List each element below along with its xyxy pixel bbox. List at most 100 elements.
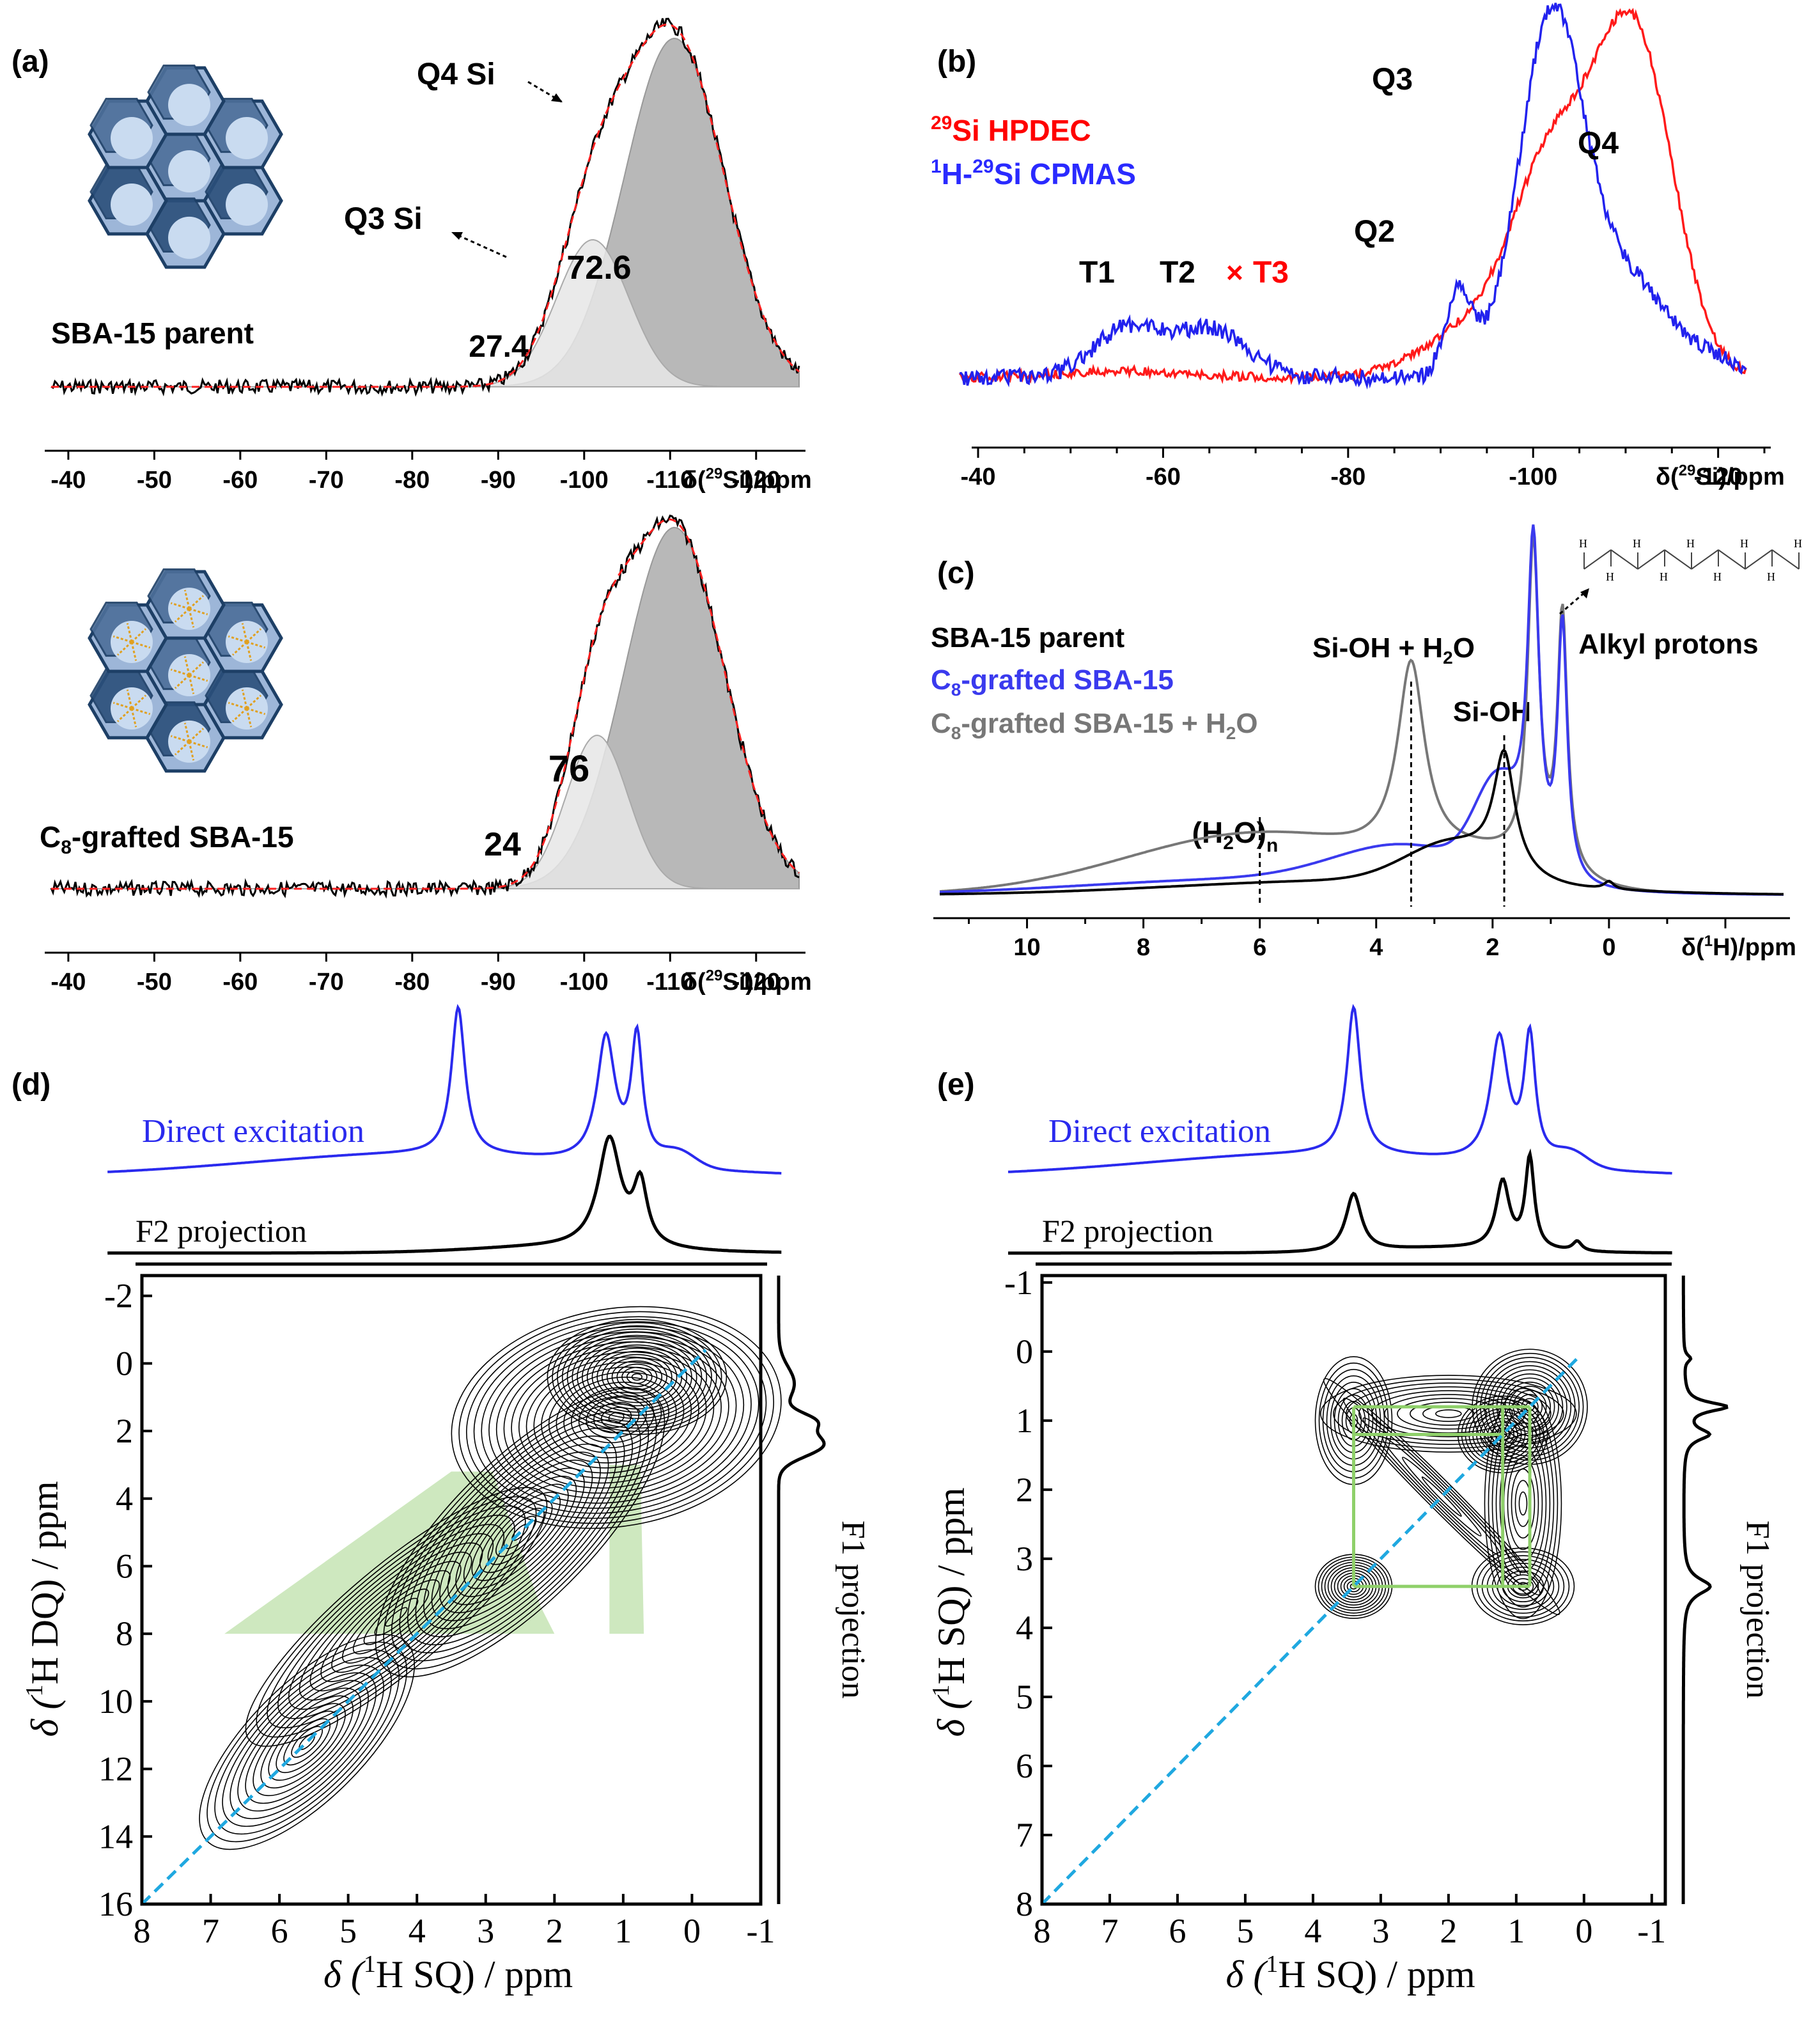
q4-si-label: Q4 Si bbox=[417, 58, 495, 91]
c-c-bond bbox=[1637, 549, 1665, 570]
b-legend-hpdec: 29Si HPDEC bbox=[931, 113, 1091, 147]
e-direct-excitation-label: Direct excitation bbox=[1048, 1113, 1271, 1150]
x-tick-label: 0 bbox=[1602, 934, 1615, 961]
y-tick-label: 0 bbox=[116, 1344, 133, 1382]
a-x-axis-title: δ(29Si)/ppm bbox=[683, 465, 812, 494]
fit-envelope bbox=[51, 518, 800, 890]
pore-opening bbox=[226, 117, 268, 160]
f1-projection-label: F1 projection bbox=[835, 1520, 871, 1699]
b-peak-q4: Q4 bbox=[1578, 127, 1619, 160]
contour-line bbox=[596, 1350, 678, 1403]
x-tick-label: -100 bbox=[1509, 464, 1557, 490]
c-legend-parent: SBA-15 parent bbox=[931, 622, 1125, 653]
contour-line bbox=[557, 1325, 717, 1429]
contour-line bbox=[385, 1607, 408, 1627]
grafted-honeycomb-icon bbox=[88, 568, 283, 773]
x-tick-label: 4 bbox=[1304, 1912, 1321, 1950]
panel-c-label: (c) bbox=[937, 556, 975, 590]
x-tick-label: 8 bbox=[134, 1912, 151, 1950]
y-tick-label: 8 bbox=[116, 1614, 133, 1653]
a-top-spectrum bbox=[51, 17, 800, 397]
x-tick-label: 8 bbox=[1137, 934, 1150, 961]
contour-line bbox=[277, 1514, 515, 1719]
contour-line bbox=[309, 1542, 483, 1692]
contour-line bbox=[495, 1336, 737, 1499]
c-c-bond bbox=[1691, 549, 1719, 570]
plot-frame bbox=[140, 1274, 763, 1906]
y-tick-label: 2 bbox=[116, 1412, 133, 1450]
y-tick-label: -2 bbox=[104, 1277, 133, 1315]
x-tick-label: -50 bbox=[137, 969, 172, 996]
contour-line bbox=[1484, 1387, 1562, 1620]
contour-line bbox=[1491, 1410, 1555, 1597]
a-top-q4-pct: 72.6 bbox=[566, 249, 631, 286]
y-tick-label: 5 bbox=[1016, 1678, 1033, 1716]
y-tick-label: 1 bbox=[1016, 1402, 1033, 1440]
q3-si-label: Q3 Si bbox=[344, 202, 423, 236]
alkyl-chain bbox=[188, 675, 195, 694]
cpmas-spectrum bbox=[959, 3, 1747, 390]
x-tick-label: -100 bbox=[560, 969, 609, 996]
contour-line bbox=[611, 1360, 663, 1394]
q3-arrowhead bbox=[451, 232, 463, 240]
x-tick-label: 4 bbox=[1369, 934, 1383, 961]
contour-line bbox=[511, 1346, 722, 1489]
x-tick-label: 3 bbox=[1372, 1912, 1389, 1950]
contour-line bbox=[1495, 1422, 1551, 1585]
x-tick-label: 10 bbox=[1013, 934, 1040, 961]
pore-opening bbox=[226, 183, 268, 226]
x-tick-label: 3 bbox=[477, 1912, 494, 1950]
alkyl-chain bbox=[126, 623, 133, 643]
b-peak-q3: Q3 bbox=[1372, 63, 1413, 97]
direct-excitation-trace bbox=[107, 1004, 782, 1175]
y-tick-label: 14 bbox=[98, 1817, 133, 1855]
contour-line bbox=[1511, 1468, 1536, 1539]
b-t3-marker: × bbox=[1226, 256, 1243, 289]
alkyl-chain bbox=[116, 641, 133, 656]
contour-line bbox=[331, 1561, 462, 1673]
alkyl-chain bbox=[189, 607, 208, 616]
x-axis-title: δ (1H SQ) / ppm bbox=[323, 1951, 573, 1996]
contour-line bbox=[466, 1316, 767, 1519]
c-c-bond bbox=[1718, 549, 1746, 570]
alkyl-chain bbox=[170, 668, 190, 676]
panel-a: (a) SBA-15 parent Q4 Si Q3 Si 72.6 27.4 … bbox=[12, 17, 812, 996]
x-tick-label: -70 bbox=[309, 969, 344, 996]
contour-line bbox=[626, 1370, 648, 1384]
x-tick-label: 2 bbox=[546, 1912, 563, 1950]
pore-opening bbox=[168, 216, 210, 259]
c-legend-grafted-water: C8-grafted SBA-15 + H2O bbox=[931, 708, 1258, 743]
contour-line bbox=[572, 1334, 703, 1419]
alkyl-chain bbox=[131, 641, 151, 649]
alkyl-chain bbox=[183, 723, 191, 742]
contour-line bbox=[1333, 1379, 1564, 1449]
x-tick-label: 5 bbox=[1236, 1912, 1254, 1950]
contour-line bbox=[288, 1524, 504, 1710]
a-top-sample-label: SBA-15 parent bbox=[51, 316, 254, 350]
x-tick-label: -50 bbox=[137, 467, 172, 494]
alkyl-chain bbox=[188, 741, 195, 761]
alkyl-chain bbox=[231, 641, 248, 656]
x-tick-label: -60 bbox=[222, 467, 258, 494]
alkyl-chain bbox=[116, 707, 133, 723]
pore-opening bbox=[111, 183, 153, 226]
contour-line bbox=[256, 1496, 537, 1738]
x-tick-label: -120 bbox=[732, 969, 781, 996]
c-annot-water-cluster: (H2O)n bbox=[1192, 816, 1279, 856]
hydrogen-atom: H bbox=[1660, 570, 1668, 583]
contour-line bbox=[458, 1311, 774, 1524]
x-tick-label: -100 bbox=[560, 467, 609, 494]
contour-line bbox=[1397, 1398, 1500, 1430]
x-tick-label: -60 bbox=[222, 969, 258, 996]
hydrogen-atom: H bbox=[1686, 537, 1695, 550]
alkyl-chain bbox=[183, 656, 191, 676]
hydrogen-atom: H bbox=[1794, 537, 1802, 550]
y-tick-label: 16 bbox=[98, 1885, 133, 1923]
a-top-x-axis: -40 -50 -60 -70 -80 -90 -100 -110 -120δ(29Si)/pp… bbox=[45, 449, 812, 494]
hydrogen-atom: H bbox=[1740, 537, 1748, 550]
y-axis-title: δ (1H DQ) / ppm bbox=[21, 1481, 66, 1737]
pore-opening bbox=[168, 84, 210, 127]
y-axis-title: δ (1H SQ) / ppm bbox=[928, 1487, 972, 1737]
